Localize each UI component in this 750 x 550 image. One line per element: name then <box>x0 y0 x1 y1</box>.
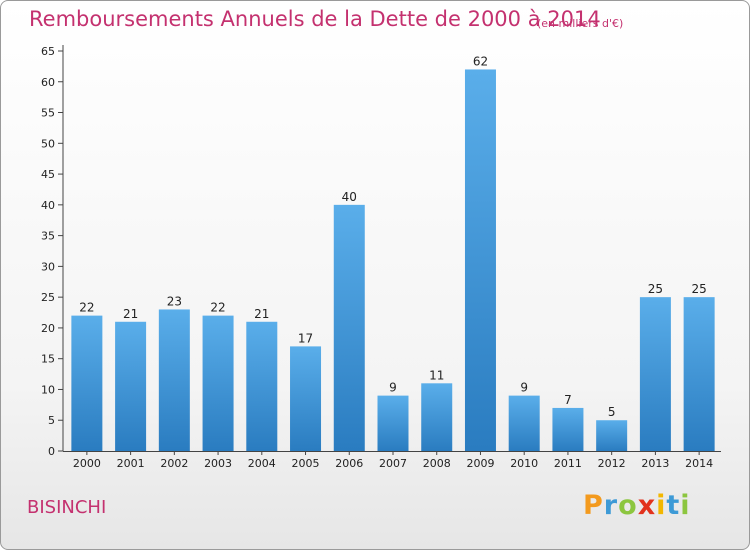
bar <box>333 204 365 451</box>
y-tick-label: 40 <box>41 199 55 212</box>
bar-value-label: 5 <box>608 405 616 419</box>
x-tick-label: 2002 <box>160 457 188 470</box>
chart-title: Remboursements Annuels de la Dette de 20… <box>29 7 601 31</box>
y-tick-label: 45 <box>41 168 55 181</box>
bar-value-label: 7 <box>564 393 572 407</box>
bar <box>202 315 234 451</box>
x-tick-label: 2014 <box>685 457 713 470</box>
bar <box>421 383 453 451</box>
bar-value-label: 9 <box>389 381 397 395</box>
logo-letter: o <box>618 490 638 521</box>
y-tick-label: 0 <box>48 445 55 458</box>
bar <box>158 309 190 451</box>
chart-bars: 22 21 23 22 21 17 40 9 11 62 9 7 5 25 25 <box>71 54 715 451</box>
bar-value-label: 25 <box>691 282 706 296</box>
bar <box>596 420 628 451</box>
x-tick-label: 2006 <box>335 457 363 470</box>
y-tick-label: 55 <box>41 107 55 120</box>
logo-letter: x <box>637 490 657 521</box>
bar-value-label: 22 <box>79 301 94 315</box>
y-tick-label: 50 <box>41 137 55 150</box>
bar-value-label: 62 <box>473 54 488 68</box>
y-tick-label: 15 <box>41 353 55 366</box>
bar <box>71 315 103 451</box>
x-tick-label: 2004 <box>248 457 276 470</box>
bar-value-label: 21 <box>254 307 269 321</box>
bar <box>508 395 540 451</box>
x-tick-label: 2008 <box>423 457 451 470</box>
bar <box>464 69 496 451</box>
bar <box>290 346 322 451</box>
chart-unit: (en milliers d'€) <box>537 17 624 30</box>
bar-value-label: 17 <box>298 331 313 345</box>
bar <box>246 321 278 451</box>
bar <box>552 407 584 451</box>
logo-letter: i <box>680 490 691 521</box>
bar <box>115 321 147 451</box>
chart-axes: 0 5 10 15 20 25 30 35 40 45 50 55 60 65 2000 2001 2002 20… <box>41 45 721 470</box>
x-tick-label: 2011 <box>554 457 582 470</box>
x-tick-label: 2000 <box>73 457 101 470</box>
y-tick-label: 65 <box>41 45 55 58</box>
proxiti-logo: Proxiti <box>583 490 691 521</box>
x-tick-label: 2012 <box>598 457 626 470</box>
y-tick-label: 25 <box>41 291 55 304</box>
y-tick-label: 60 <box>41 76 55 89</box>
y-tick-label: 20 <box>41 322 55 335</box>
y-tick-label: 30 <box>41 260 55 273</box>
bar-value-label: 25 <box>648 282 663 296</box>
bar-value-label: 21 <box>123 307 138 321</box>
x-tick-label: 2009 <box>466 457 494 470</box>
bar-value-label: 40 <box>342 190 357 204</box>
bar <box>377 395 409 451</box>
bar-value-label: 11 <box>429 368 444 382</box>
logo-letter: t <box>666 490 681 521</box>
y-tick-label: 5 <box>48 414 55 427</box>
commune-name: BISINCHI <box>27 497 107 518</box>
x-tick-label: 2010 <box>510 457 538 470</box>
logo-letter: r <box>603 490 619 521</box>
bar <box>639 297 671 451</box>
logo-letter: P <box>583 490 604 521</box>
bar <box>683 297 715 451</box>
x-tick-label: 2005 <box>292 457 320 470</box>
x-tick-label: 2001 <box>117 457 145 470</box>
bar-value-label: 9 <box>520 381 528 395</box>
y-tick-label: 10 <box>41 383 55 396</box>
x-tick-label: 2003 <box>204 457 232 470</box>
logo-letter: i <box>656 490 667 521</box>
bar-value-label: 22 <box>210 301 225 315</box>
x-tick-label: 2013 <box>641 457 669 470</box>
bar-value-label: 23 <box>167 294 182 308</box>
x-tick-label: 2007 <box>379 457 407 470</box>
y-tick-label: 35 <box>41 230 55 243</box>
